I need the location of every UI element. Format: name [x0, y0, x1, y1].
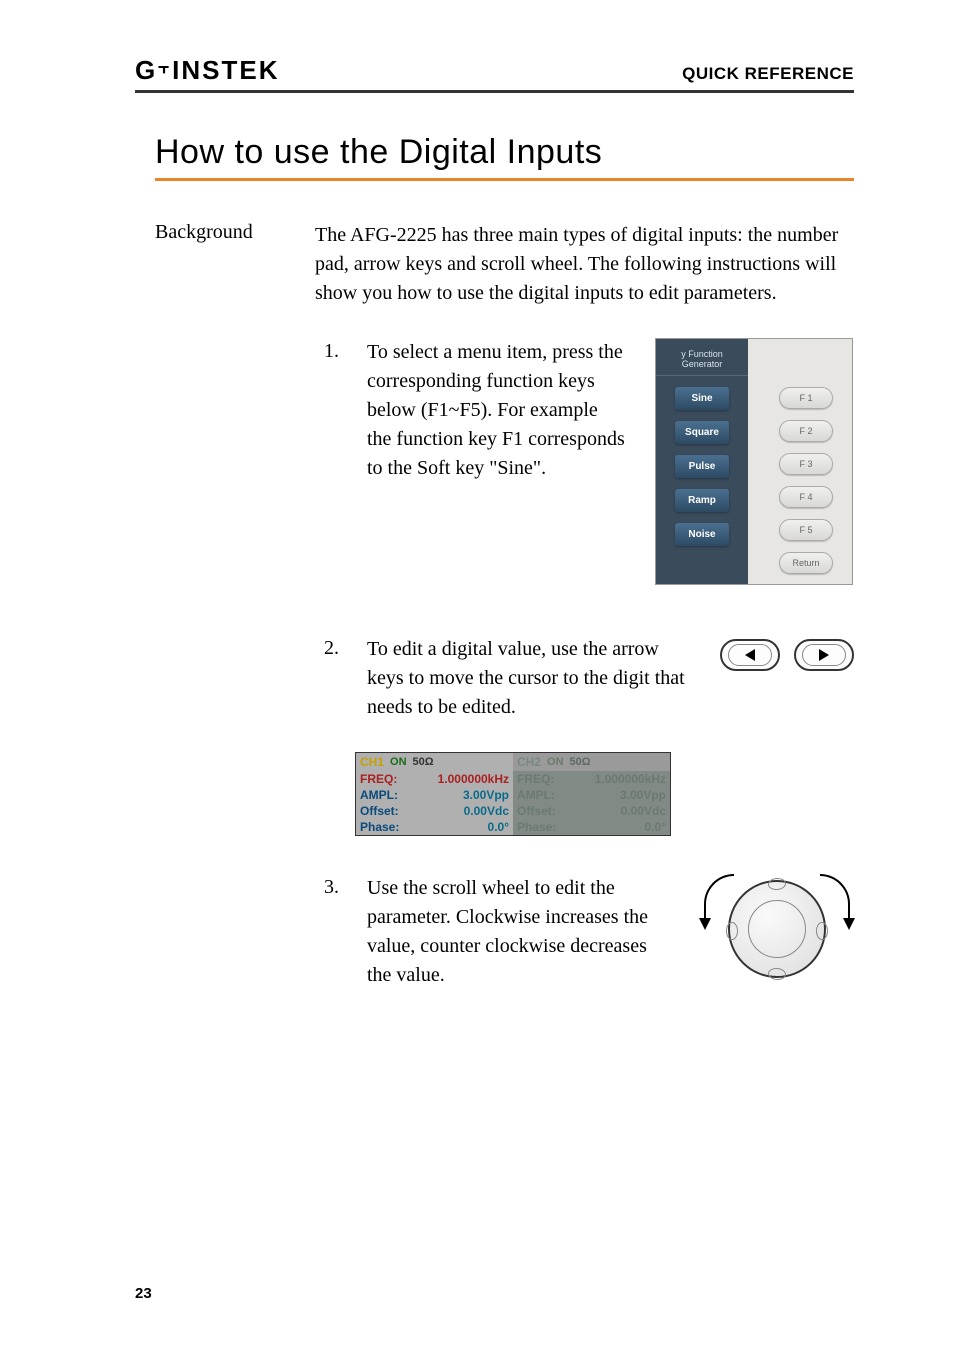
figure-lcd-readout: CH1 ON 50Ω FREQ: 1.000000kHz AMPL: 3.00Vpp…	[355, 752, 671, 836]
physkey-f1: F 1	[779, 387, 833, 409]
figure-scroll-wheel	[704, 874, 854, 990]
step-3-text: Use the scroll wheel to edit the paramet…	[367, 874, 676, 990]
ch2-off-val: 0.00Vdc	[621, 804, 666, 818]
ch2-ohm: 50Ω	[570, 756, 591, 768]
lcd-ch2: CH2 ON 50Ω FREQ: 1.000000kHz AMPL: 3.00Vpp…	[513, 753, 670, 835]
step-1-text: To select a menu item, press the corresp…	[367, 338, 627, 585]
step-2-text: To edit a digital value, use the arrow k…	[367, 635, 692, 722]
brand-logo: G⫟INSTEK	[135, 55, 280, 86]
ch1-ph-label: Phase:	[360, 820, 399, 834]
step-1-num: 1.	[315, 338, 339, 585]
physkey-return: Return	[779, 552, 833, 574]
ch1-ampl-val: 3.00Vpp	[463, 788, 509, 802]
ch2-freq-label: FREQ:	[517, 772, 554, 786]
arrow-left-icon	[745, 649, 755, 661]
figure-function-keys: y Function Generator Sine Square Pulse R…	[655, 338, 853, 585]
arrow-right-icon	[819, 649, 829, 661]
page-title: How to use the Digital Inputs	[155, 133, 854, 181]
page-header: G⫟INSTEK QUICK REFERENCE	[135, 55, 854, 93]
wheel-notch	[816, 922, 828, 940]
step-2: 2. To edit a digital value, use the arro…	[315, 635, 854, 722]
ch2-freq-val: 1.000000kHz	[595, 772, 666, 786]
softkey-ramp: Ramp	[675, 489, 729, 512]
brand-g: G	[135, 55, 156, 86]
ch2-ph-val: 0.0°	[645, 820, 666, 834]
ch1-label: CH1	[360, 755, 384, 769]
wheel-notch	[726, 922, 738, 940]
ch1-off-label: Offset:	[360, 804, 399, 818]
ch2-on: ON	[547, 756, 564, 768]
lcd-header: y Function Generator	[656, 347, 748, 376]
physkey-f3: F 3	[779, 453, 833, 475]
ch1-off-val: 0.00Vdc	[464, 804, 509, 818]
wheel-notch	[768, 967, 787, 981]
softkey-column: y Function Generator Sine Square Pulse R…	[656, 339, 748, 584]
wheel-arrow-down-left-icon	[699, 918, 711, 930]
ch2-ampl-val: 3.00Vpp	[620, 788, 666, 802]
softkey-square: Square	[675, 421, 729, 444]
lcd-ch1: CH1 ON 50Ω FREQ: 1.000000kHz AMPL: 3.00Vpp…	[356, 753, 513, 835]
step-1: 1. To select a menu item, press the corr…	[315, 338, 854, 585]
softkey-noise: Noise	[675, 523, 729, 546]
ch1-freq-label: FREQ:	[360, 772, 397, 786]
arrow-right-button	[794, 639, 854, 671]
physkey-f2: F 2	[779, 420, 833, 442]
ch2-label: CH2	[517, 755, 541, 769]
ch2-ph-label: Phase:	[517, 820, 556, 834]
ch1-ampl-label: AMPL:	[360, 788, 398, 802]
ch1-on: ON	[390, 756, 407, 768]
background-text: The AFG-2225 has three main types of dig…	[315, 221, 854, 308]
wheel-inner	[748, 900, 806, 958]
section-label: QUICK REFERENCE	[682, 64, 854, 84]
physkey-column: F 1 F 2 F 3 F 4 F 5 Return	[760, 339, 852, 584]
ch1-ohm: 50Ω	[413, 756, 434, 768]
figure-arrow-keys	[720, 635, 854, 722]
page-number: 23	[135, 1285, 152, 1302]
ch1-ph-val: 0.0°	[488, 820, 509, 834]
ch2-off-label: Offset:	[517, 804, 556, 818]
ch1-freq-val: 1.000000kHz	[438, 772, 509, 786]
brand-rest: INSTEK	[172, 55, 279, 86]
step-2-num: 2.	[315, 635, 339, 722]
arrow-left-button	[720, 639, 780, 671]
ch2-ampl-label: AMPL:	[517, 788, 555, 802]
softkey-sine: Sine	[675, 387, 729, 410]
brand-u: ⫟	[158, 57, 170, 78]
wheel-arrow-down-right-icon	[843, 918, 855, 930]
background-label: Background	[155, 221, 285, 308]
physkey-f5: F 5	[779, 519, 833, 541]
step-3-num: 3.	[315, 874, 339, 990]
background-row: Background The AFG-2225 has three main t…	[155, 221, 854, 308]
physkey-f4: F 4	[779, 486, 833, 508]
step-3: 3. Use the scroll wheel to edit the para…	[315, 874, 854, 990]
softkey-pulse: Pulse	[675, 455, 729, 478]
